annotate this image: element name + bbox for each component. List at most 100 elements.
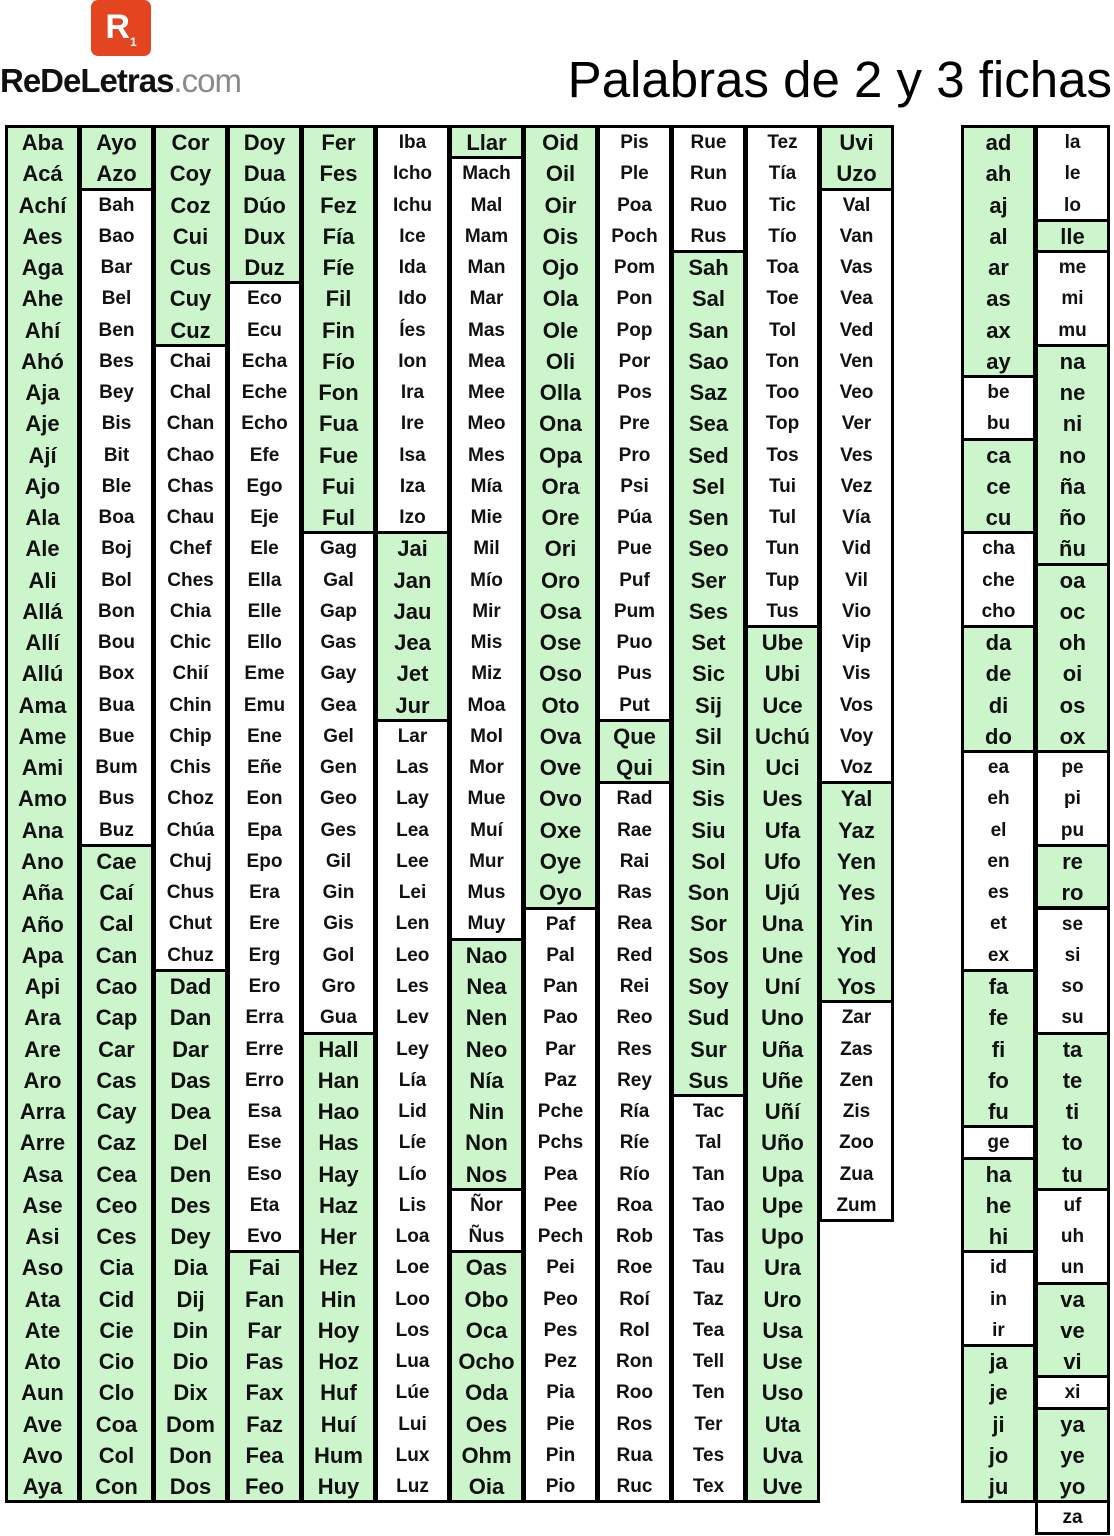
word: ja: [989, 1349, 1008, 1375]
word: Por: [618, 350, 651, 372]
word: Dar: [172, 1036, 209, 1062]
word: Mir: [472, 600, 501, 622]
word: Bus: [98, 788, 135, 810]
word: Aña: [21, 880, 64, 906]
word: Hin: [320, 1286, 357, 1312]
word: Obo: [464, 1286, 509, 1312]
word: Hall: [318, 1036, 359, 1062]
word: Ser: [690, 567, 727, 593]
word: ad: [985, 130, 1012, 155]
word: Leo: [395, 944, 430, 966]
word-group: Iba Icho Ichu Ice Ida Ido Íes Ion Ira Ire Isa Iza Iz…: [375, 125, 450, 535]
word: Ano: [21, 848, 64, 874]
word-group: Eco Ecu Echa Eche Echo Efe Ego Eje Ele Ella Elle El…: [227, 281, 302, 1254]
word: Tac: [692, 1101, 725, 1123]
word: fa: [988, 974, 1009, 1000]
word-group: Ube Ubi Uce Uchú Uci Ues Ufa Ufo Ujú Una Une Uní Uno…: [745, 625, 820, 1504]
word: xi: [1064, 1382, 1081, 1404]
word: Amo: [18, 786, 67, 812]
word: ox: [1059, 723, 1086, 749]
word: Sos: [688, 942, 729, 968]
word: Ges: [320, 819, 357, 841]
word: Ter: [694, 1413, 723, 1435]
word: Lúe: [395, 1382, 430, 1404]
word: uf: [1063, 1194, 1082, 1216]
word: Ojo: [542, 255, 579, 281]
word: Mil: [473, 538, 500, 560]
word: Roí: [619, 1288, 650, 1310]
site-domain: .com: [173, 62, 242, 99]
word: Dia: [173, 1255, 208, 1281]
word: Efe: [249, 444, 280, 466]
word: Allí: [25, 630, 60, 656]
word: Iba: [398, 132, 427, 153]
word: Pin: [545, 1444, 576, 1466]
word: Ruo: [690, 194, 727, 216]
word-group: Bah Bao Bar Bel Ben Bes Bey Bis Bit Ble Boa Boj Bol B…: [79, 187, 154, 847]
word: Fas: [245, 1349, 284, 1375]
word: Pech: [537, 1226, 584, 1248]
word: el: [990, 819, 1007, 841]
word: Aya: [22, 1474, 63, 1500]
word: Rua: [616, 1444, 653, 1466]
word: Fer: [321, 130, 356, 155]
word: Emu: [243, 694, 286, 716]
word: Ose: [539, 630, 582, 656]
word: Tes: [692, 1444, 725, 1466]
word-group: ja je ji jo ju: [961, 1344, 1036, 1504]
word: he: [985, 1192, 1012, 1218]
word: Ori: [544, 536, 577, 562]
word: Roe: [616, 1257, 653, 1279]
word: Reo: [616, 1007, 653, 1029]
word: Ole: [542, 317, 579, 343]
word: Yaz: [838, 817, 875, 843]
word: Box: [98, 663, 135, 685]
word: Vas: [840, 257, 873, 279]
word: Bit: [103, 444, 130, 466]
word: Bey: [99, 382, 134, 404]
word: Jea: [394, 630, 431, 656]
word: Caz: [96, 1130, 137, 1156]
word: Ere: [249, 913, 280, 935]
word: Ero: [248, 976, 281, 998]
word: Bis: [101, 413, 132, 435]
word: Vía: [842, 507, 871, 529]
word: pe: [1061, 757, 1084, 779]
word: Tan: [692, 1163, 725, 1185]
word: Oid: [542, 130, 579, 155]
word: Voy: [839, 725, 874, 747]
word: Can: [95, 942, 138, 968]
word: ve: [1060, 1317, 1085, 1343]
site-name: ReDeLetras.com: [0, 62, 242, 100]
word: Tus: [766, 600, 799, 622]
word: Ven: [839, 350, 874, 372]
word: Duz: [244, 255, 285, 281]
word: Uvi: [839, 130, 874, 155]
word-group: Dad Dan Dar Das Dea Del Den Des Dey Dia Dij Din Dio D…: [153, 969, 228, 1504]
word: Mor: [469, 757, 504, 779]
word: Acá: [22, 161, 63, 187]
word: Cie: [99, 1317, 134, 1343]
word: Yin: [839, 911, 874, 937]
word: Uce: [762, 692, 803, 718]
word: vi: [1063, 1349, 1082, 1375]
word: Ron: [616, 1351, 653, 1373]
word: Fan: [244, 1286, 285, 1312]
word: be: [987, 382, 1010, 404]
word: Zar: [841, 1007, 872, 1029]
word: Pei: [546, 1257, 575, 1279]
word: Cae: [96, 848, 137, 874]
word: Ego: [246, 475, 283, 497]
word-group: Oas Obo Oca Ocho Oda Oes Ohm Oia: [449, 1250, 524, 1504]
word: Pos: [617, 382, 652, 404]
word: Geo: [320, 788, 357, 810]
word: Vid: [841, 538, 872, 560]
word: jo: [988, 1442, 1009, 1468]
word: Ira: [400, 382, 425, 404]
word: Ala: [25, 505, 60, 531]
word: Loe: [395, 1257, 430, 1279]
word: Cuz: [170, 317, 211, 343]
word: Peo: [543, 1288, 578, 1310]
word: Dúo: [243, 192, 286, 218]
